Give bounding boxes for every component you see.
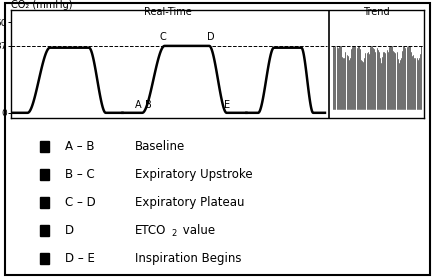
Text: E: E [224,100,230,110]
Bar [40,197,49,208]
Text: value: value [179,224,215,237]
Text: A: A [134,100,141,110]
Text: Inspiration Begins: Inspiration Begins [135,252,241,265]
Text: Trend: Trend [362,7,389,17]
Bar [40,253,49,264]
Text: B: B [145,100,151,110]
Bar [40,169,49,180]
Text: ETCO: ETCO [135,224,166,237]
Text: Expiratory Plateau: Expiratory Plateau [135,196,244,209]
Text: C: C [160,32,166,42]
Text: Real-Time: Real-Time [144,7,191,17]
Text: B – C: B – C [65,168,94,181]
Text: CO₂ (mmHg): CO₂ (mmHg) [11,0,72,10]
Text: D: D [65,224,73,237]
Text: A – B: A – B [65,140,94,153]
Text: Expiratory Upstroke: Expiratory Upstroke [135,168,252,181]
Text: C – D: C – D [65,196,95,209]
Text: Baseline: Baseline [135,140,185,153]
Bar [40,225,49,236]
Text: 2: 2 [171,229,176,239]
Bar [40,142,49,152]
Text: D – E: D – E [65,252,94,265]
Text: D: D [206,32,214,42]
